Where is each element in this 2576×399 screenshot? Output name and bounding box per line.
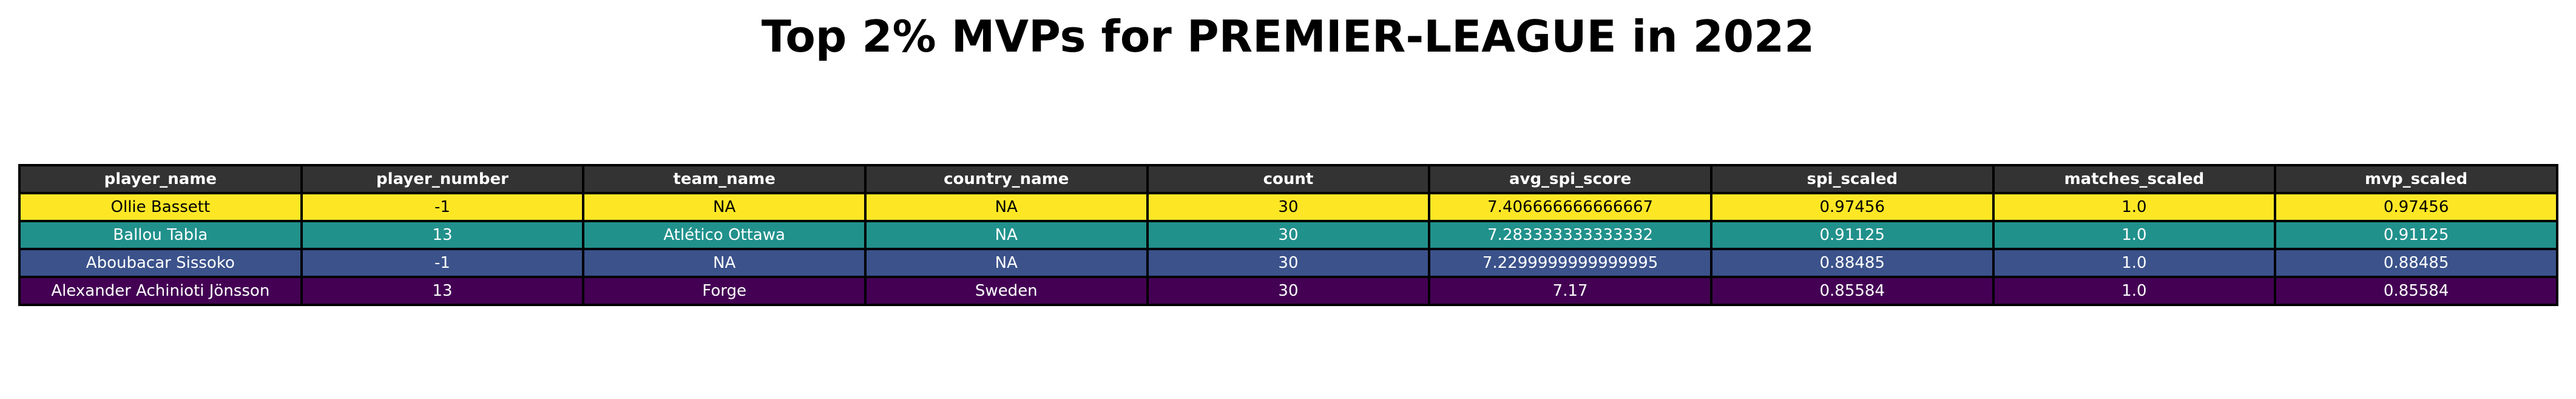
table-cell: NA: [582, 192, 867, 222]
table-cell: 0.85584: [2274, 276, 2558, 306]
table-cell: 7.283333333333332: [1428, 220, 1712, 250]
column-header: player_number: [300, 164, 585, 194]
column-header: mvp_scaled: [2274, 164, 2558, 194]
table-cell: Alexander Achinioti Jönsson: [18, 276, 303, 306]
table-cell: 0.85584: [1709, 276, 1995, 306]
table-row: Aboubacar Sissoko -1 NA NA 30 7.2299999999999…: [18, 248, 2558, 278]
table-cell: 7.17: [1428, 276, 1712, 306]
table-cell: Ollie Bassett: [18, 192, 303, 222]
table-cell: 30: [1146, 276, 1431, 306]
table-cell: 0.91125: [1709, 220, 1995, 250]
table-cell: 1.0: [1992, 248, 2277, 278]
table-cell: Forge: [582, 276, 867, 306]
mvp-table-container: player_name player_number team_name coun…: [18, 164, 2558, 306]
column-header: country_name: [864, 164, 1149, 194]
table-cell: Atlético Ottawa: [582, 220, 867, 250]
table-cell: 0.91125: [2274, 220, 2558, 250]
table-cell: NA: [864, 220, 1149, 250]
table-cell: 30: [1146, 248, 1431, 278]
table-row: Ballou Tabla 13 Atlético Ottawa NA 30 7.28333…: [18, 220, 2558, 250]
column-header: count: [1146, 164, 1431, 194]
table-row: Alexander Achinioti Jönsson 13 Forge Sweden…: [18, 276, 2558, 306]
table-cell: 0.88485: [1709, 248, 1995, 278]
table-cell: NA: [864, 192, 1149, 222]
table-cell: 0.97456: [2274, 192, 2558, 222]
column-header: team_name: [582, 164, 867, 194]
table-cell: 30: [1146, 220, 1431, 250]
table-cell: 7.2299999999999995: [1428, 248, 1712, 278]
table-cell: 13: [300, 276, 585, 306]
table-cell: 1.0: [1992, 276, 2277, 306]
table-cell: 13: [300, 220, 585, 250]
table-cell: NA: [864, 248, 1149, 278]
column-header: avg_spi_score: [1428, 164, 1712, 194]
column-header: spi_scaled: [1709, 164, 1995, 194]
table-row: Ollie Bassett -1 NA NA 30 7.406666666666667 0.…: [18, 192, 2558, 222]
column-header: matches_scaled: [1992, 164, 2277, 194]
mvp-table: player_name player_number team_name coun…: [18, 164, 2558, 306]
column-header: player_name: [18, 164, 303, 194]
table-body: Ollie Bassett -1 NA NA 30 7.406666666666667 0.…: [18, 192, 2558, 306]
table-cell: 7.406666666666667: [1428, 192, 1712, 222]
table-cell: Sweden: [864, 276, 1149, 306]
table-cell: -1: [300, 248, 585, 278]
table-cell: 30: [1146, 192, 1431, 222]
table-cell: -1: [300, 192, 585, 222]
table-cell: NA: [582, 248, 867, 278]
table-cell: Aboubacar Sissoko: [18, 248, 303, 278]
table-cell: Ballou Tabla: [18, 220, 303, 250]
table-cell: 0.97456: [1709, 192, 1995, 222]
table-cell: 0.88485: [2274, 248, 2558, 278]
table-cell: 1.0: [1992, 220, 2277, 250]
table-cell: 1.0: [1992, 192, 2277, 222]
table-header-row: player_name player_number team_name coun…: [18, 164, 2558, 194]
chart-title: Top 2% MVPs for PREMIER-LEAGUE in 2022: [761, 11, 1815, 62]
